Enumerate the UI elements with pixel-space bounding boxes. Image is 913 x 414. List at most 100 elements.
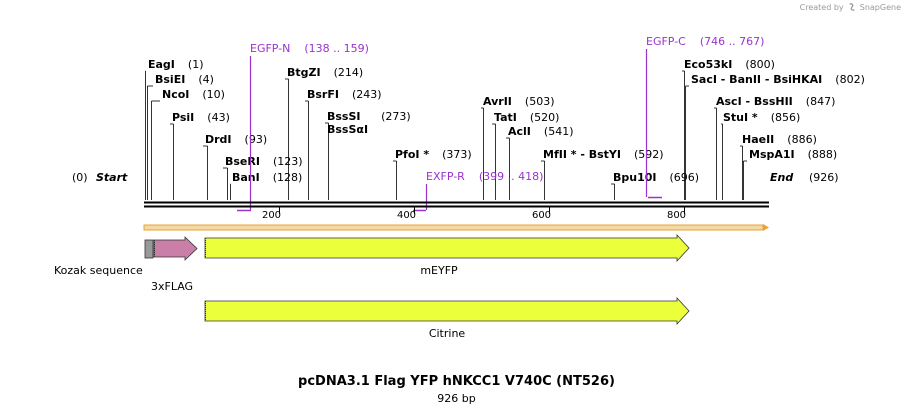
primer-range: (746 .. 767) [700,35,765,48]
site-14-position: (592) [634,148,664,161]
start-position: (0) [72,171,88,184]
site-19-group: StuI * (856) [723,111,800,124]
site-12-group: TatI (520) [494,111,559,124]
site-7-name: BtgZI [287,66,321,79]
site-2-position: (10) [202,88,225,101]
ruler-label: 600 [532,210,551,221]
site-20-name: HaeII [742,133,774,146]
site-0-group: EagI (1) [148,58,204,71]
site-10-position: (373) [442,148,472,161]
credit-text: Created by [799,3,844,12]
site-9-name: BssSI [327,110,361,123]
ruler-label: 400 [397,210,416,221]
site-4-group: DrdI (93) [205,133,267,146]
site-20-position: (886) [787,133,817,146]
site-16-group: Eco53kI (800) [684,58,775,71]
site-3-position: (43) [207,111,230,124]
site-4-name: DrdI [205,133,232,146]
site-16-name: Eco53kI [684,58,732,71]
site-21-name: MspA1I [749,148,795,161]
site-4-position: (93) [245,133,268,146]
credit-brand: SnapGene [859,3,901,12]
site-18-position: (847) [806,95,836,108]
ruler-label: 200 [262,210,281,221]
site-16-position: (800) [745,58,775,71]
snapgene-logo-icon [849,3,855,11]
flag-arrow [153,236,198,261]
site-17-name: SacI - BanII - BsiHKAI [691,73,822,86]
end-label: End [770,171,793,184]
site-14-name: MfII * - BstYI [543,148,621,161]
site-13-position: (541) [544,125,574,138]
site-6-group: BanI (128) [232,171,302,184]
site-11-name: AvrII [483,95,512,108]
site-2-group: NcoI (10) [162,88,225,101]
site-9-position: (273) [381,110,411,123]
primer-name: EGFP-N [250,42,290,55]
site-12-name: TatI [494,111,517,124]
site-6-position: (128) [273,171,303,184]
primer-name: EXFP-R [426,170,465,183]
site-3-group: PsiI (43) [172,111,230,124]
primer-range: (138 .. 159) [304,42,369,55]
site-14-group: MfII * - BstYI (592) [543,148,664,161]
start-label: Start [96,171,128,184]
site-15-name: Bpu10I [613,171,657,184]
primer-name: EGFP-C [646,35,686,48]
site-1-name: BsiEI [155,73,185,86]
site-5-position: (123) [273,155,303,168]
primer-range: (399 .. 418) [479,170,544,183]
orf-bar [143,224,764,231]
site-17-group: SacI - BanII - BsiHKAI (802) [691,73,865,86]
site-17-position: (802) [835,73,865,86]
site-20-group: HaeII (886) [742,133,817,146]
ruler-label: 800 [667,210,686,221]
snapgene-credit: Created by SnapGene [800,3,901,12]
site-19-position: (856) [771,111,801,124]
site-12-position: (520) [530,111,560,124]
site-18-group: AscI - BssHII (847) [716,95,835,108]
site-11-position: (503) [525,95,555,108]
site-9-name: BssSαI [327,123,368,136]
site-18-name: AscI - BssHII [716,95,793,108]
site-7-group: BtgZI (214) [287,66,363,79]
site-8-group: BsrFI (243) [307,88,382,101]
site-8-position: (243) [352,88,382,101]
site-7-position: (214) [334,66,364,79]
kozak-box [144,239,154,259]
meyfp-label: mEYFP [420,264,458,277]
site-5-group: BseRI (123) [225,155,303,168]
site-2-name: NcoI [162,88,189,101]
site-0-position: (1) [188,58,204,71]
citrine-label: Citrine [429,327,466,340]
site-5-name: BseRI [225,155,260,168]
site-1-group: BsiEI (4) [155,73,214,86]
site-15-group: Bpu10I(696) [613,171,699,184]
site-8-name: BsrFI [307,88,339,101]
primer-label-1: EXFP-R (399 .. 418) [426,170,543,183]
primer-label-2: EGFP-C (746 .. 767) [646,35,764,48]
map-title: pcDNA3.1 Flag YFP hNKCC1 V740C (NT526) [298,374,615,389]
site-11-group: AvrII (503) [483,95,555,108]
site-13-group: AclI (541) [508,125,574,138]
meyfp-arrow [204,233,690,263]
citrine-arrow [204,296,690,326]
site-0-name: EagI [148,58,175,71]
end-position: (926) [809,171,839,184]
flag-label: 3xFLAG [151,280,193,293]
map-subtitle: 926 bp [437,392,476,405]
orf-arrowhead [763,224,769,231]
site-21-position: (888) [808,148,838,161]
site-6-name: BanI [232,171,260,184]
kozak-label: Kozak sequence [54,264,143,277]
site-21-group: MspA1I (888) [749,148,837,161]
site-3-name: PsiI [172,111,194,124]
site-1-position: (4) [198,73,214,86]
site-10-group: PfoI * (373) [395,148,472,161]
site-13-name: AclI [508,125,531,138]
site-19-name: StuI * [723,111,758,124]
primer-label-0: EGFP-N (138 .. 159) [250,42,369,55]
site-10-name: PfoI * [395,148,429,161]
